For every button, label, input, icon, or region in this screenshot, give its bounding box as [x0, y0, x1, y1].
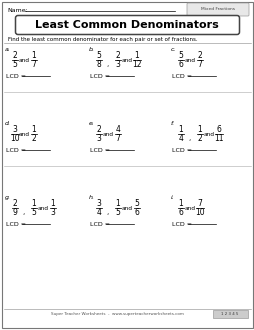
Text: and: and: [203, 133, 214, 138]
Text: ,: ,: [106, 61, 108, 67]
Text: 5: 5: [96, 51, 101, 60]
Text: Super Teacher Worksheets  -  www.superteacherworksheets.com: Super Teacher Worksheets - www.superteac…: [51, 312, 184, 316]
Text: 2: 2: [31, 134, 36, 143]
Text: 3: 3: [96, 134, 101, 143]
FancyBboxPatch shape: [2, 2, 252, 328]
Text: 3: 3: [115, 60, 120, 69]
Text: a.: a.: [5, 47, 11, 52]
Text: and: and: [103, 133, 114, 138]
Text: 1: 1: [115, 199, 120, 208]
Text: h.: h.: [89, 195, 95, 200]
Text: 3: 3: [96, 199, 101, 208]
Text: d.: d.: [5, 121, 11, 126]
Text: 2: 2: [197, 51, 202, 60]
Text: 6: 6: [178, 208, 183, 217]
Text: Mixed Fractions: Mixed Fractions: [200, 8, 234, 12]
Text: 1: 1: [178, 199, 183, 208]
Text: 3: 3: [50, 208, 55, 217]
FancyBboxPatch shape: [15, 16, 239, 35]
Text: 11: 11: [213, 134, 223, 143]
Text: 7: 7: [197, 60, 202, 69]
Text: 4: 4: [115, 125, 120, 134]
Text: 2: 2: [197, 134, 202, 143]
Text: and: and: [19, 58, 30, 63]
Text: 1: 1: [134, 51, 139, 60]
Text: Find the least common denominator for each pair or set of fractions.: Find the least common denominator for ea…: [8, 37, 197, 42]
Text: 4: 4: [96, 208, 101, 217]
Text: 2: 2: [115, 51, 120, 60]
Text: 10: 10: [10, 134, 20, 143]
Text: 1: 1: [31, 199, 36, 208]
Text: 10: 10: [194, 208, 204, 217]
Text: ,: ,: [22, 209, 25, 215]
Text: LCD =: LCD =: [90, 148, 109, 152]
Text: and: and: [19, 133, 30, 138]
Text: LCD =: LCD =: [6, 148, 26, 152]
Text: 7: 7: [197, 199, 202, 208]
Text: 12: 12: [132, 60, 141, 69]
Text: ,: ,: [188, 135, 190, 141]
Text: 2: 2: [96, 125, 101, 134]
Text: 5: 5: [31, 208, 36, 217]
Text: LCD =: LCD =: [171, 74, 191, 79]
Text: 7: 7: [115, 134, 120, 143]
Text: 4: 4: [178, 134, 183, 143]
Text: ,: ,: [106, 209, 108, 215]
Text: 1: 1: [178, 125, 183, 134]
Text: LCD =: LCD =: [6, 221, 26, 226]
Text: e.: e.: [89, 121, 94, 126]
Text: g.: g.: [5, 195, 11, 200]
Text: 2: 2: [13, 199, 17, 208]
Text: 6: 6: [134, 208, 139, 217]
Text: 2: 2: [13, 51, 17, 60]
Text: 1: 1: [31, 51, 36, 60]
Text: Least Common Denominators: Least Common Denominators: [35, 20, 218, 30]
Text: LCD =: LCD =: [90, 74, 109, 79]
Text: and: and: [184, 207, 195, 212]
Text: LCD =: LCD =: [90, 221, 109, 226]
Text: 5: 5: [115, 208, 120, 217]
FancyBboxPatch shape: [186, 3, 248, 16]
Text: 7: 7: [31, 60, 36, 69]
Text: 5: 5: [134, 199, 139, 208]
Text: and: and: [121, 207, 133, 212]
Text: 1: 1: [31, 125, 36, 134]
Text: and: and: [38, 207, 49, 212]
Text: 1: 1: [197, 125, 202, 134]
Text: f.: f.: [170, 121, 174, 126]
Text: 6: 6: [216, 125, 220, 134]
Text: 5: 5: [178, 51, 183, 60]
Text: LCD =: LCD =: [171, 221, 191, 226]
Text: LCD =: LCD =: [171, 148, 191, 152]
Text: c.: c.: [170, 47, 176, 52]
Text: b.: b.: [89, 47, 95, 52]
Text: 5: 5: [12, 60, 17, 69]
Text: 1: 1: [51, 199, 55, 208]
Text: LCD =: LCD =: [6, 74, 26, 79]
Text: 9: 9: [12, 208, 17, 217]
Text: i.: i.: [170, 195, 174, 200]
Text: Name:: Name:: [7, 8, 28, 13]
Text: 8: 8: [96, 60, 101, 69]
Text: 1 2 3 4 5: 1 2 3 4 5: [220, 312, 238, 316]
Text: 3: 3: [12, 125, 17, 134]
Text: and: and: [121, 58, 133, 63]
FancyBboxPatch shape: [212, 310, 247, 318]
Text: 6: 6: [178, 60, 183, 69]
Text: and: and: [184, 58, 195, 63]
